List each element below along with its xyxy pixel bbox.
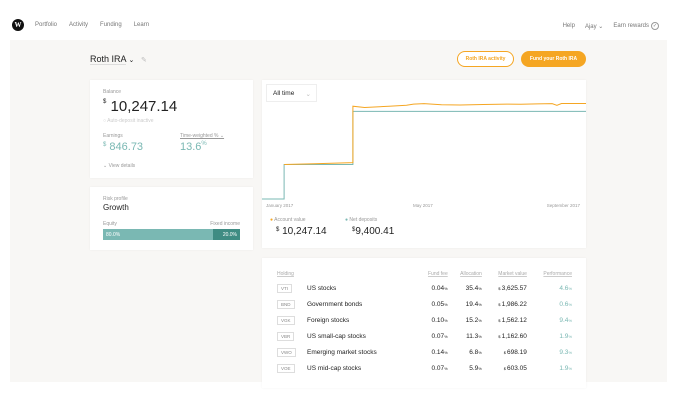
holdings-card: Holding Fund fee Allocation Market value… <box>262 258 586 388</box>
legend-net-deposits: ● Net deposits <box>345 217 378 223</box>
ticker-badge: VTI <box>277 283 293 293</box>
holding-name: US small-cap stocks <box>307 332 366 340</box>
chevron-down-icon: ⌄ <box>128 57 135 64</box>
performance: 9.3% <box>559 348 572 356</box>
user-menu[interactable]: Ajay ⌄ <box>585 23 603 30</box>
nav-portfolio[interactable]: Portfolio <box>35 22 58 28</box>
table-row[interactable]: VGK Foreign stocks 0.10% 15.2% $ 1,562.1… <box>277 312 572 328</box>
market-value: $ 698.19 <box>503 348 527 356</box>
roth-ira-activity-button[interactable]: Roth IRA activity <box>457 51 514 67</box>
twr-selector[interactable]: Time-weighted % ⌄ <box>180 133 225 139</box>
col-allocation[interactable]: Allocation <box>460 271 482 277</box>
user-name: Ajay <box>584 23 597 30</box>
nav-activity[interactable]: Activity <box>69 22 89 28</box>
market-value: $ 1,986.22 <box>498 300 527 308</box>
series-line-net-deposits <box>262 110 586 200</box>
performance-chart <box>262 103 586 200</box>
allocation: 35.4% <box>465 284 482 292</box>
pencil-icon[interactable]: ✎ <box>140 57 147 64</box>
holding-name: Foreign stocks <box>307 316 350 324</box>
allocation: 5.9% <box>469 364 482 372</box>
series-line-account-value <box>284 103 586 165</box>
chevron-down-icon: ⌄ <box>598 23 604 30</box>
balance-label: Balance <box>103 89 122 95</box>
allocation: 15.2% <box>465 316 482 324</box>
table-row[interactable]: VTI US stocks 0.04% 35.4% $ 3,625.57 4.6… <box>277 280 572 296</box>
account-name: Roth IRA <box>90 54 127 65</box>
allocation-bar: 80.0% 20.0% <box>103 229 240 240</box>
x-tick: May 2017 <box>413 203 433 208</box>
col-performance[interactable]: Performance <box>543 271 572 277</box>
ticker-badge: VOE <box>277 363 295 373</box>
nav-learn[interactable]: Learn <box>133 22 150 28</box>
table-row[interactable]: VBR US small-cap stocks 0.07% 11.3% $ 1,… <box>277 328 572 344</box>
performance-chart-card: All time ⌄ January 2017 May 2017 Septembe… <box>262 80 586 248</box>
fund-roth-ira-button[interactable]: Fund your Roth IRA <box>521 51 586 67</box>
legend-account-value: ● Account value <box>270 217 306 223</box>
allocation: 19.4% <box>465 300 482 308</box>
holding-name: Emerging market stocks <box>307 348 377 356</box>
balance-value: $ 10,247.14 <box>103 98 178 115</box>
fixed-income-bar: 20.0% <box>212 229 240 240</box>
ticker-badge: VWO <box>277 347 296 357</box>
time-range-select[interactable]: All time ⌄ <box>266 84 317 102</box>
earnings-label: Earnings <box>103 133 123 139</box>
account-value: $ 10,247.14 <box>276 226 327 237</box>
market-value: $ 1,162.60 <box>498 332 527 340</box>
earnings-value: $ 846.73 <box>103 141 144 153</box>
balance-card: Balance $ 10,247.14 ○ Auto-deposit inact… <box>90 80 253 178</box>
autodeposit-status: ○ Auto-deposit inactive <box>103 118 154 124</box>
performance: 4.6% <box>559 284 572 292</box>
holdings-table: Holding Fund fee Allocation Market value… <box>277 268 572 376</box>
fixed-income-label: Fixed income <box>210 221 240 227</box>
fund-fee: 0.04% <box>431 284 448 292</box>
logo[interactable]: W <box>12 19 24 31</box>
fund-fee: 0.10% <box>431 316 448 324</box>
net-deposits-value: $9,400.41 <box>352 226 395 237</box>
earn-rewards-label: Earn rewards <box>613 23 649 29</box>
fund-fee: 0.07% <box>431 332 448 340</box>
allocation: 6.8% <box>469 348 482 356</box>
equity-label: Equity <box>103 221 117 227</box>
x-tick: September 2017 <box>546 203 580 208</box>
holding-name: US mid-cap stocks <box>307 364 362 372</box>
view-details-link[interactable]: ⌄ View details <box>103 163 136 169</box>
risk-card: Risk profile Growth Equity Fixed income … <box>90 187 253 250</box>
col-market-value[interactable]: Market value <box>498 271 527 277</box>
col-holding[interactable]: Holding <box>277 271 294 277</box>
performance: 0.6% <box>559 300 572 308</box>
risk-label: Risk profile <box>103 196 128 202</box>
check-circle-icon: ✓ <box>651 22 659 30</box>
holding-name: Government bonds <box>307 300 363 308</box>
performance: 1.9% <box>559 332 572 340</box>
table-row[interactable]: VOE US mid-cap stocks 0.07% 5.9% $ 603.0… <box>277 360 572 376</box>
performance: 9.4% <box>559 316 572 324</box>
market-value: $ 3,625.57 <box>498 284 527 292</box>
ticker-badge: BND <box>277 299 295 309</box>
col-fund-fee[interactable]: Fund fee <box>427 271 448 277</box>
table-row[interactable]: VWO Emerging market stocks 0.14% 6.8% $ … <box>277 344 572 360</box>
ticker-badge: VGK <box>277 315 295 325</box>
nav-funding[interactable]: Funding <box>100 22 122 28</box>
twr-value: 13.6% <box>180 141 207 153</box>
top-nav: W Portfolio Activity Funding Learn Help … <box>0 0 677 40</box>
holding-name: US stocks <box>307 284 337 292</box>
fund-fee: 0.05% <box>431 300 448 308</box>
equity-bar: 80.0% <box>103 229 213 240</box>
x-tick: January 2017 <box>266 203 294 208</box>
performance: 1.9% <box>559 364 572 372</box>
account-selector[interactable]: Roth IRA ⌄ ✎ <box>90 54 147 65</box>
market-value: $ 1,562.12 <box>498 316 527 324</box>
risk-value: Growth <box>103 203 129 212</box>
fund-fee: 0.14% <box>431 348 448 356</box>
fund-fee: 0.07% <box>431 364 448 372</box>
chevron-down-icon: ⌄ <box>305 91 311 98</box>
table-row[interactable]: BND Government bonds 0.05% 19.4% $ 1,986… <box>277 296 572 312</box>
ticker-badge: VBR <box>277 331 295 341</box>
nav-help[interactable]: Help <box>562 23 575 29</box>
market-value: $ 603.05 <box>503 364 527 372</box>
earn-rewards[interactable]: Earn rewards ✓ <box>613 22 659 30</box>
allocation: 11.3% <box>466 332 482 340</box>
